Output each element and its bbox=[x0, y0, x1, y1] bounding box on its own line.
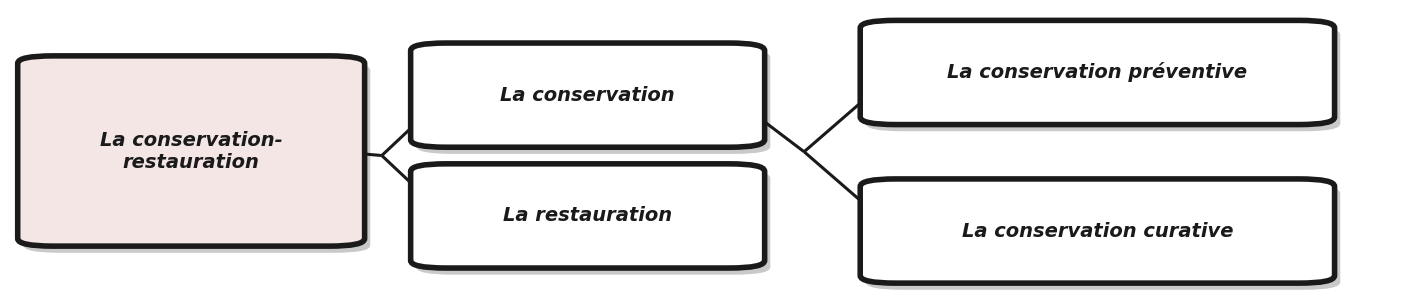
Text: La restauration: La restauration bbox=[503, 207, 673, 225]
FancyBboxPatch shape bbox=[867, 27, 1340, 131]
FancyBboxPatch shape bbox=[18, 56, 365, 246]
Text: La conservation-
restauration: La conservation- restauration bbox=[99, 130, 283, 172]
FancyBboxPatch shape bbox=[416, 170, 770, 275]
FancyBboxPatch shape bbox=[411, 43, 765, 147]
FancyBboxPatch shape bbox=[411, 164, 765, 268]
FancyBboxPatch shape bbox=[867, 185, 1340, 290]
Text: La conservation: La conservation bbox=[500, 86, 675, 104]
Text: La conservation curative: La conservation curative bbox=[961, 222, 1233, 240]
FancyBboxPatch shape bbox=[861, 21, 1334, 124]
Text: La conservation préventive: La conservation préventive bbox=[947, 63, 1247, 82]
FancyBboxPatch shape bbox=[861, 179, 1334, 283]
FancyBboxPatch shape bbox=[416, 50, 770, 154]
FancyBboxPatch shape bbox=[24, 63, 371, 253]
